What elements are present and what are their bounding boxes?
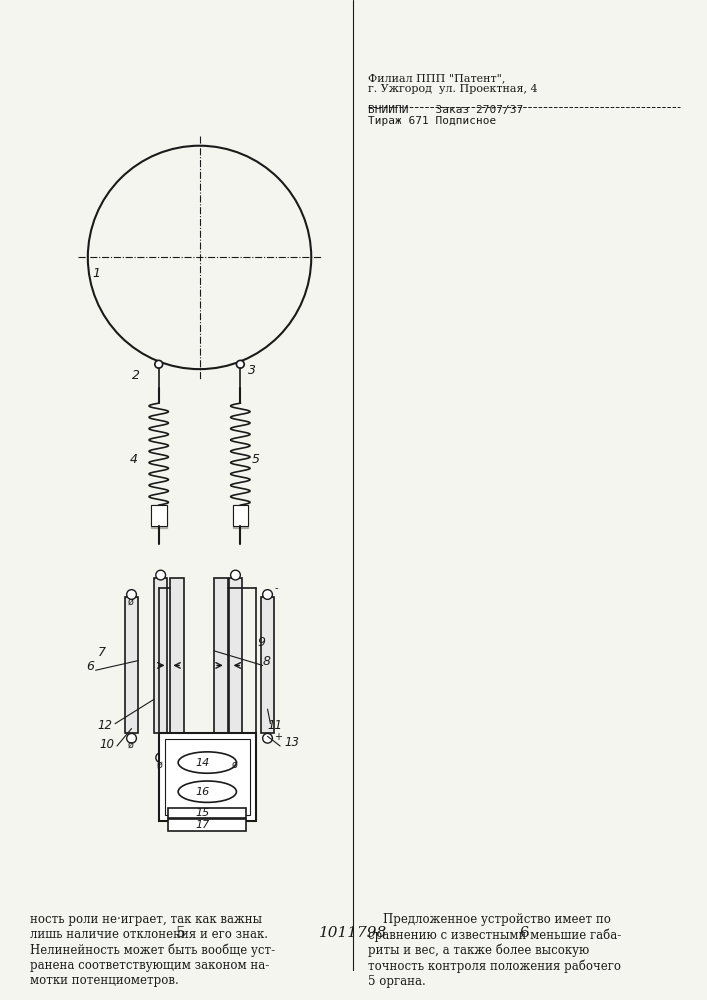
Ellipse shape: [178, 781, 236, 802]
Text: 1: 1: [93, 267, 100, 280]
Text: 2: 2: [132, 369, 139, 382]
Bar: [168, 808, 246, 818]
Bar: [124, 597, 139, 733]
Text: 8: 8: [263, 655, 271, 668]
Circle shape: [127, 733, 136, 743]
Circle shape: [236, 360, 244, 368]
Text: 12: 12: [98, 719, 112, 732]
Text: 4: 4: [129, 453, 138, 466]
Bar: [159, 733, 256, 821]
Circle shape: [263, 733, 272, 743]
Text: 14: 14: [195, 758, 209, 768]
Bar: [154, 578, 168, 733]
Text: 9: 9: [258, 636, 266, 649]
Text: 17: 17: [195, 820, 209, 830]
Circle shape: [263, 590, 272, 599]
Text: 5: 5: [252, 453, 260, 466]
Text: 6: 6: [520, 926, 530, 940]
Text: Предложенное устройство имеет по
сравнению с известными меньшие габа-
риты и вес: Предложенное устройство имеет по сравнен…: [368, 913, 621, 988]
Bar: [165, 739, 250, 815]
Text: ø: ø: [128, 596, 134, 606]
Text: 1011798: 1011798: [319, 926, 387, 940]
Bar: [151, 505, 167, 526]
Text: +: +: [274, 732, 282, 742]
Text: 16: 16: [195, 787, 209, 797]
Text: ø: ø: [157, 759, 163, 769]
Text: 13: 13: [284, 736, 299, 749]
Text: ность роли не·играет, так как важны
лишь наличие отклонения и его знак.
Нелинейн: ность роли не·играет, так как важны лишь…: [30, 913, 274, 987]
Circle shape: [230, 753, 240, 763]
Text: 7: 7: [98, 646, 105, 659]
Circle shape: [155, 360, 163, 368]
Text: 11: 11: [267, 719, 283, 732]
Circle shape: [127, 590, 136, 599]
Bar: [233, 505, 248, 526]
Bar: [228, 578, 243, 733]
Bar: [168, 819, 246, 831]
Circle shape: [230, 570, 240, 580]
Text: 10: 10: [100, 738, 115, 751]
Text: 3: 3: [248, 364, 256, 377]
Bar: [170, 578, 184, 733]
Text: 15: 15: [195, 808, 209, 818]
Circle shape: [156, 570, 165, 580]
Bar: [261, 597, 274, 733]
Text: ø: ø: [232, 759, 238, 769]
Text: 6: 6: [86, 660, 94, 673]
Circle shape: [156, 753, 165, 763]
Text: -: -: [274, 584, 278, 594]
Text: ВНИИПИ    Заказ 2707/37
Тираж 671 Подписное: ВНИИПИ Заказ 2707/37 Тираж 671 Подписное: [368, 105, 523, 126]
Text: Филиал ППП "Патент",
г. Ужгород  ул. Проектная, 4: Филиал ППП "Патент", г. Ужгород ул. Прое…: [368, 73, 537, 94]
Text: 5: 5: [175, 926, 185, 940]
Ellipse shape: [178, 752, 236, 773]
Text: ø: ø: [128, 740, 134, 750]
Bar: [214, 578, 228, 733]
